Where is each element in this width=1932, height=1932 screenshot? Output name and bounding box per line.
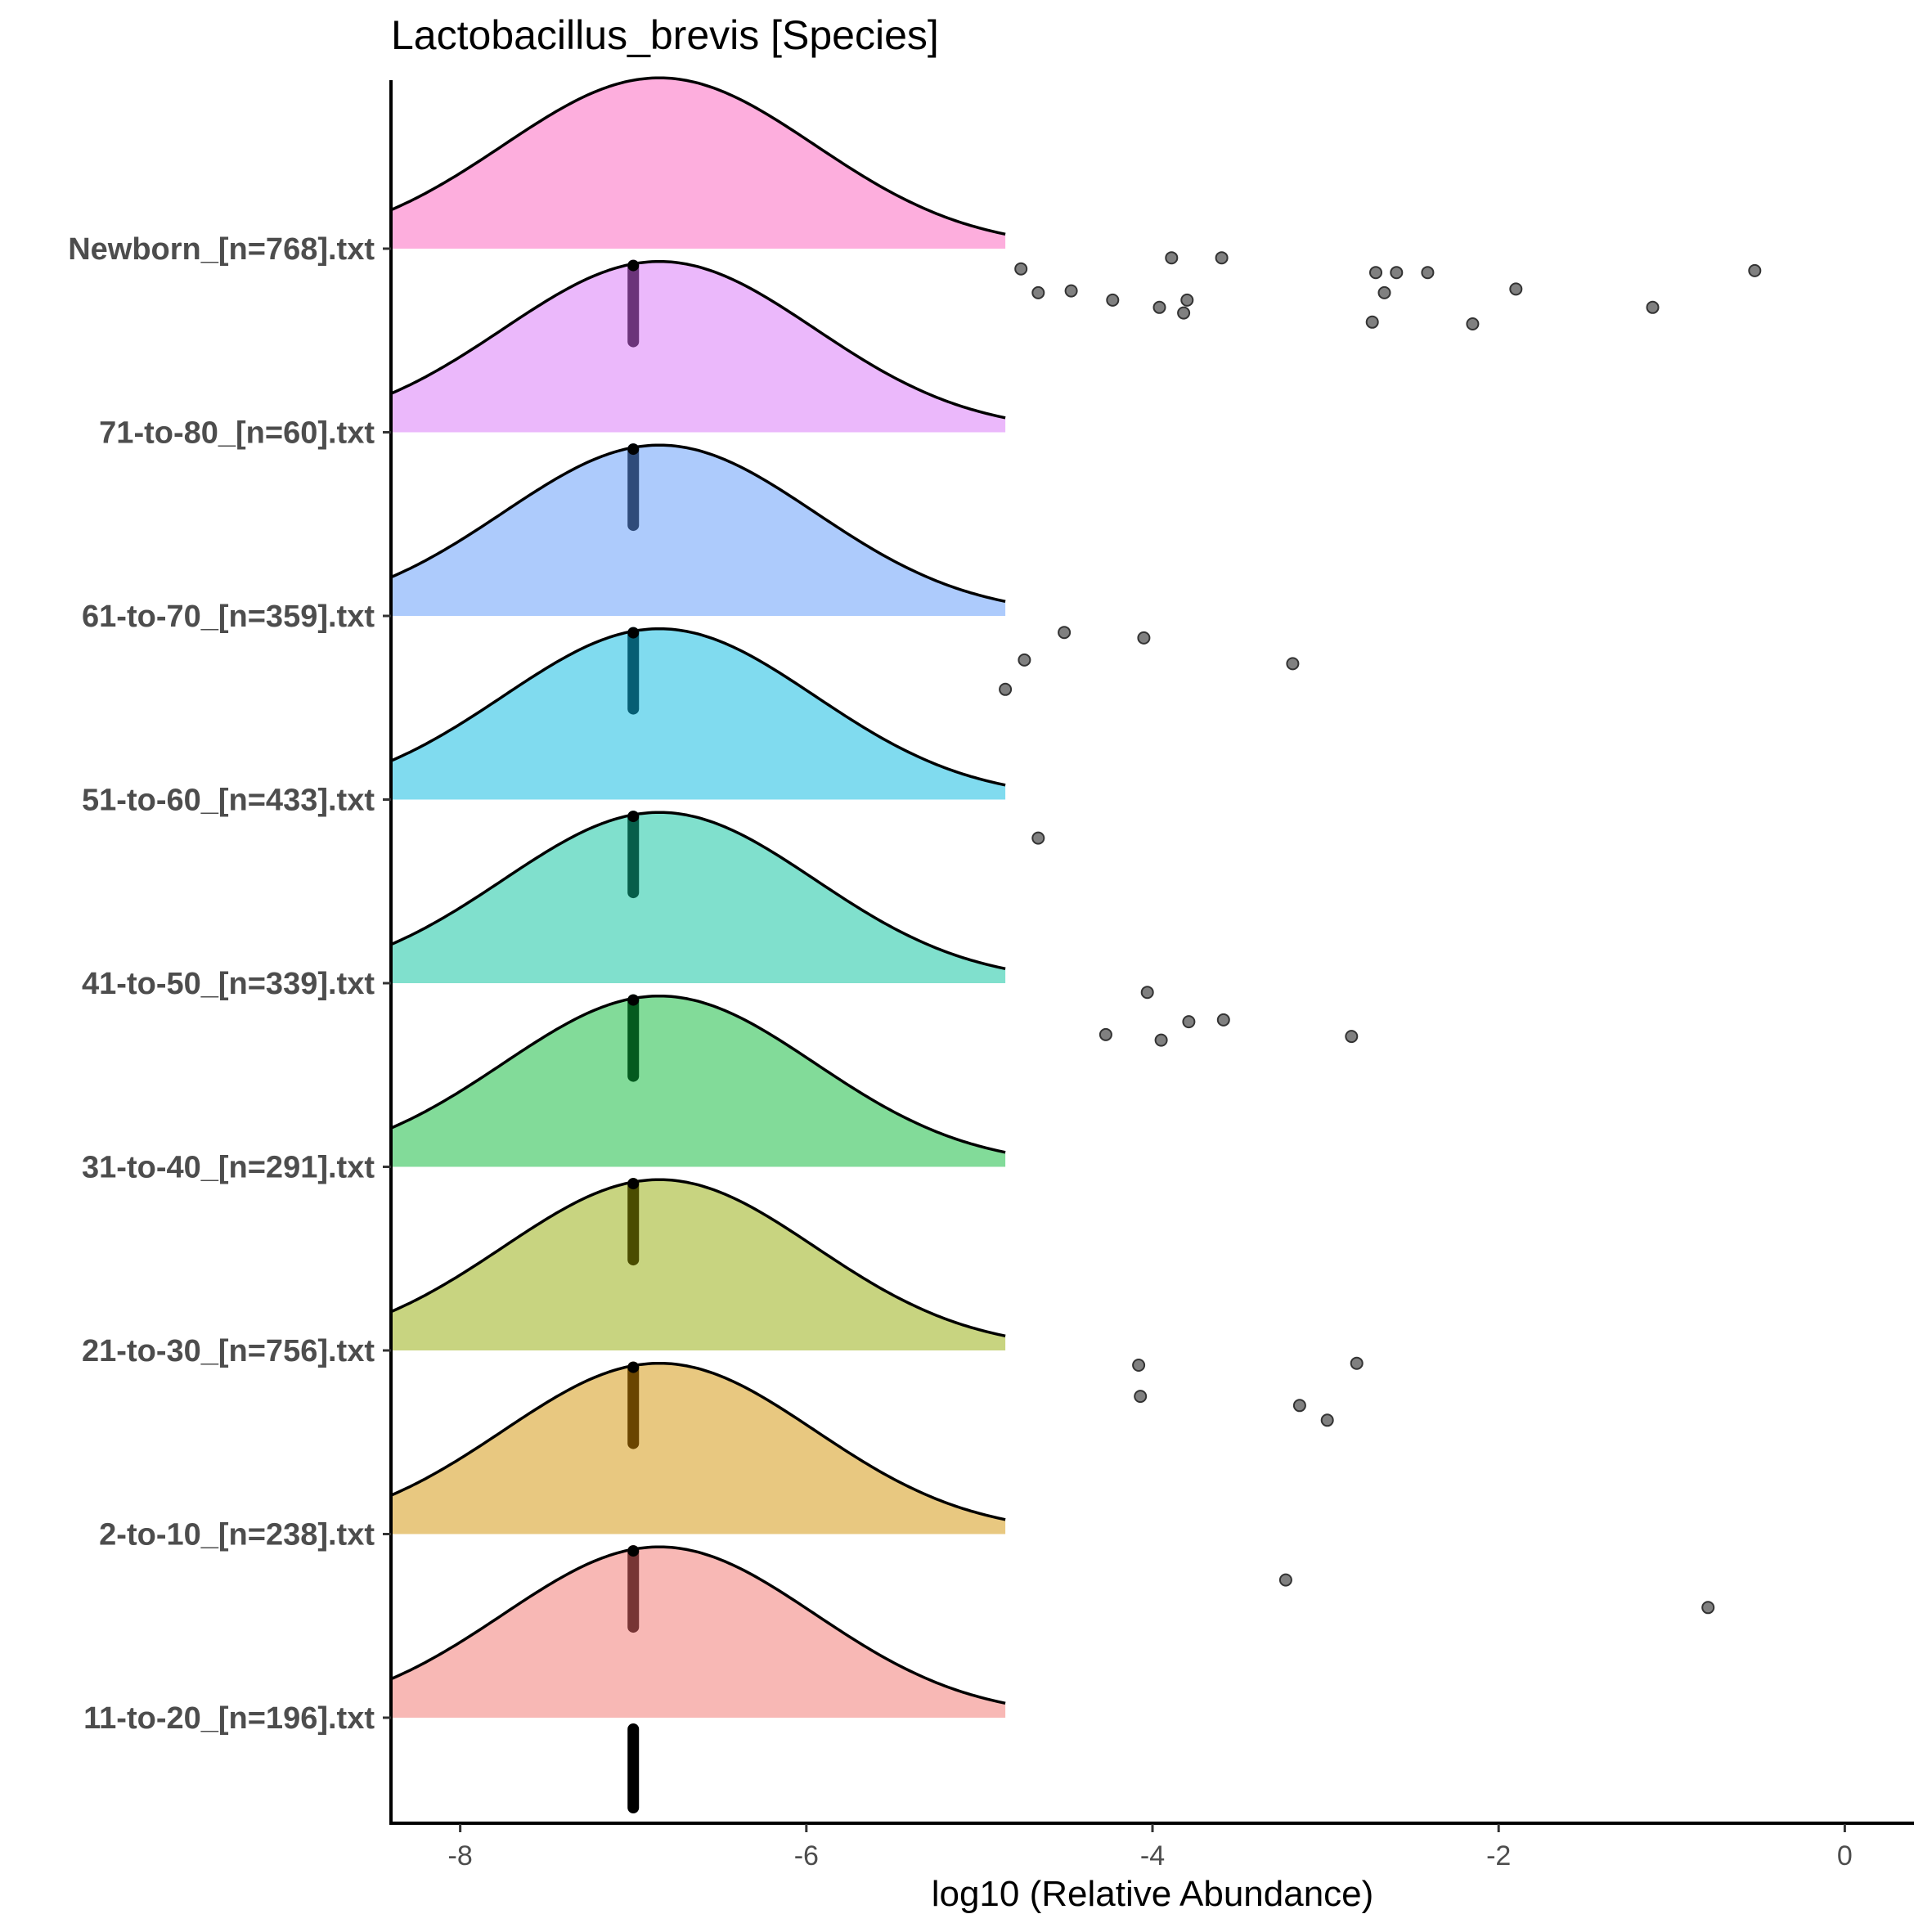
ridge-fill-6 (391, 1179, 1006, 1350)
points-layer (999, 251, 1762, 1615)
ridge-line-6 (390, 1178, 1006, 1338)
ridge-fill-3 (391, 628, 1006, 800)
data-point (1177, 306, 1191, 320)
ridge-fill-5 (391, 995, 1006, 1167)
ridge-line-7 (390, 1361, 1006, 1521)
data-point (1278, 1573, 1292, 1587)
data-point (1182, 1015, 1196, 1029)
data-point (1292, 1399, 1306, 1413)
data-point (1137, 631, 1151, 645)
data-point (1390, 266, 1404, 280)
ridge-line-3 (390, 627, 1006, 787)
y-ticks-layer: Newborn_[n=768].txt 71-to-80_[n=60].txt 61… (68, 232, 391, 1736)
marker-cap-8 (627, 1545, 640, 1557)
data-point (1018, 653, 1031, 667)
data-point (1064, 284, 1078, 298)
data-point (1345, 1030, 1359, 1044)
data-point (1058, 626, 1072, 640)
chart-title: Lactobacillus_brevis [Species] (391, 12, 939, 58)
ridge-line-4 (390, 811, 1006, 971)
ridge-line-8 (390, 1545, 1006, 1705)
marker-cap-2 (627, 443, 640, 456)
data-point (1215, 251, 1229, 265)
x-axis-label: log10 (Relative Abundance) (932, 1874, 1374, 1914)
data-point (1365, 315, 1379, 329)
data-point (1466, 317, 1480, 330)
ridge-fill-7 (391, 1363, 1006, 1534)
data-point (1014, 262, 1028, 276)
y-tick-label: 41-to-50_[n=339].txt (82, 967, 375, 1001)
data-point (1320, 1413, 1334, 1427)
y-tick-label: 31-to-40_[n=291].txt (82, 1151, 375, 1185)
data-point (1646, 300, 1660, 314)
data-point (1132, 1359, 1146, 1372)
data-point (1099, 1027, 1112, 1041)
ridge-line-2 (390, 443, 1006, 604)
ridge-fill-0 (391, 78, 1006, 249)
data-point (1350, 1356, 1364, 1370)
data-point (1701, 1601, 1715, 1615)
ridge-fill-8 (391, 1547, 1006, 1718)
data-point (999, 682, 1013, 696)
data-point (1748, 263, 1762, 277)
y-tick-label: 71-to-80_[n=60].txt (99, 416, 375, 451)
y-tick-label: 11-to-20_[n=196].txt (83, 1701, 375, 1736)
data-point (1165, 251, 1179, 265)
ridges-layer (390, 76, 1006, 1813)
y-tick-label: Newborn_[n=768].txt (68, 232, 375, 267)
marker-cap-4 (627, 811, 640, 823)
ridge-line-5 (390, 994, 1006, 1154)
data-point (1134, 1390, 1148, 1404)
y-tick-label: 2-to-10_[n=238].txt (99, 1518, 375, 1552)
data-point (1509, 282, 1523, 296)
y-tick-label: 61-to-70_[n=359].txt (82, 600, 375, 634)
ridge-fill-1 (391, 261, 1006, 433)
data-point (1140, 986, 1154, 1000)
marker-cap-5 (627, 994, 640, 1006)
data-point (1421, 266, 1435, 280)
x-tick-label: -4 (1140, 1840, 1165, 1871)
y-tick-label: 51-to-60_[n=433].txt (82, 784, 375, 818)
ridge-fill-2 (391, 445, 1006, 616)
data-point (1031, 831, 1045, 845)
data-point (1180, 293, 1194, 307)
x-tick-label: -2 (1486, 1840, 1511, 1871)
marker-cap-3 (627, 627, 640, 639)
ridge-line-1 (390, 259, 1006, 420)
data-point (1377, 285, 1391, 299)
ridge-fill-4 (391, 812, 1006, 983)
data-point (1369, 266, 1382, 280)
data-point (1216, 1013, 1230, 1027)
x-tick-label: -6 (794, 1840, 819, 1871)
y-tick-label: 21-to-30_[n=756].txt (82, 1334, 375, 1368)
x-tick-label: -8 (448, 1840, 473, 1871)
data-point (1286, 657, 1300, 671)
x-tick-label: 0 (1837, 1840, 1853, 1871)
ridge-line-0 (390, 76, 1006, 236)
marker-cap-7 (627, 1361, 640, 1373)
x-ticks-layer: -8 -6 -4 -2 0 (448, 1824, 1853, 1871)
data-point (1031, 285, 1045, 299)
data-point (1106, 293, 1120, 307)
data-point (1154, 1033, 1168, 1047)
marker-cap-1 (627, 259, 640, 272)
data-point (1152, 300, 1166, 314)
marker-cap-6 (627, 1178, 640, 1190)
